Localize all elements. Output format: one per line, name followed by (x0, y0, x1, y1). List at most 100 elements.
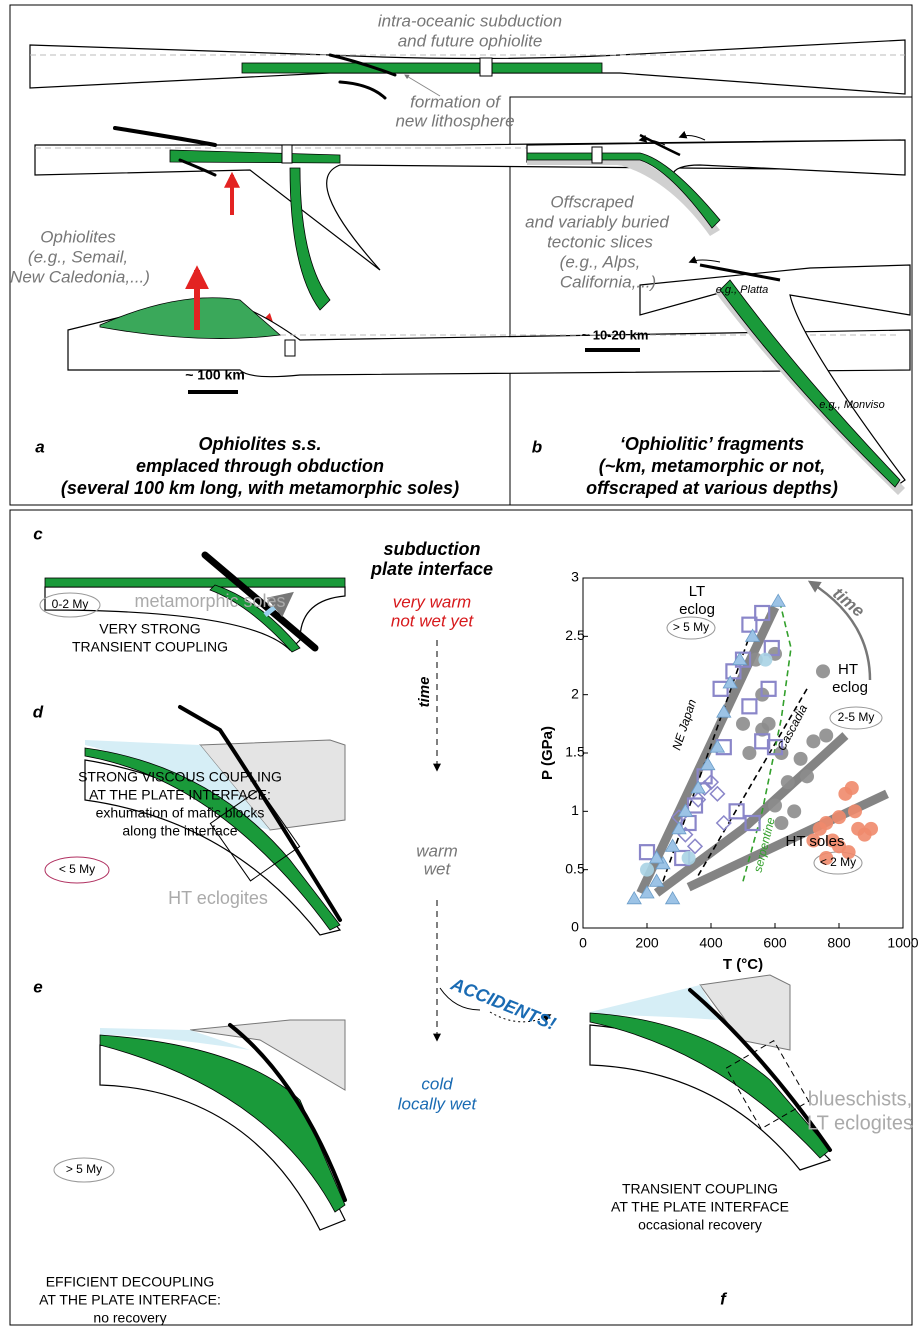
stage: wet (424, 859, 452, 878)
y-tick-label: 2.5 (565, 627, 585, 643)
caption: VERY STRONG (99, 621, 200, 637)
caption: (several 100 km long, with metamorphic s… (61, 478, 459, 498)
point (671, 821, 687, 835)
lower-texts: c 0-2 My metamorphic soles VERY STRONG T… (33, 524, 913, 1325)
point (690, 791, 707, 808)
plot-label: eclog (832, 679, 868, 696)
x-tick-label: 600 (763, 935, 787, 951)
point (728, 803, 745, 820)
point (742, 746, 757, 760)
point (626, 891, 642, 905)
plot-label: LT (689, 583, 705, 600)
panel-letter: a (35, 437, 44, 456)
y-tick-label: 2 (571, 685, 579, 701)
frame-b (509, 96, 913, 506)
point (770, 593, 786, 607)
point (819, 816, 834, 830)
plot-label: HT soles (786, 833, 845, 850)
sketch-b (526, 130, 911, 495)
note: tectonic slices (547, 232, 653, 251)
point (819, 728, 834, 743)
point (722, 675, 738, 689)
age-ellipses (39, 592, 883, 1183)
age: 0-2 My (52, 597, 89, 611)
note: (e.g., Alps, (560, 252, 641, 271)
panel-letter: f (720, 1289, 728, 1308)
x-tick-label: 400 (699, 935, 723, 951)
point (848, 804, 862, 819)
rock-label: metamorphic soles (134, 591, 285, 611)
point (709, 785, 726, 802)
y-tick-label: 3 (571, 569, 579, 585)
x-tick-label: 0 (579, 935, 587, 951)
frame-bottom (9, 509, 913, 1326)
caption: EFFICIENT DECOUPLING (46, 1274, 215, 1290)
note: and future ophiolite (398, 31, 543, 50)
note: and variably buried (525, 212, 669, 231)
note: e.g., Platta (716, 284, 769, 296)
point (806, 833, 821, 848)
point (760, 680, 777, 697)
x-axis-label: T (°C) (723, 956, 763, 973)
x-tick-label: 200 (635, 935, 659, 951)
stage: locally wet (398, 1094, 478, 1113)
time-arrow (807, 580, 872, 681)
point (787, 804, 802, 819)
stage: not wet yet (391, 611, 474, 630)
caption: ‘Ophiolitic’ fragments (620, 434, 804, 454)
y-tick-label: 1 (571, 802, 579, 818)
y-tick-label: 1.5 (565, 744, 585, 760)
point (758, 652, 773, 667)
x-tick-label: 800 (827, 935, 851, 951)
point (841, 845, 856, 860)
panel-b-texts: Offscraped and variably buried tectonic … (525, 192, 885, 497)
caption: Ophiolites s.s. (198, 434, 321, 454)
panel-letter: d (33, 702, 44, 721)
note: intra-oceanic subduction (378, 11, 562, 30)
point (806, 734, 821, 749)
stage: cold (421, 1074, 453, 1093)
point (754, 733, 771, 750)
rock-label: HT eclogites (168, 888, 268, 908)
caption: AT THE PLATE INTERFACE: (39, 1292, 221, 1308)
point (741, 616, 758, 633)
panel-letter: b (532, 437, 542, 456)
curve (662, 636, 751, 882)
note: (e.g., Semail, (28, 247, 128, 266)
sketch-f (439, 974, 832, 1171)
point (686, 838, 704, 855)
point (732, 651, 748, 666)
accidents: ACCIDENTS! (447, 973, 558, 1034)
caption: offscraped at various depths) (586, 478, 838, 498)
plot-label: NE Japan (669, 697, 699, 752)
point (715, 814, 732, 832)
caption: AT THE PLATE INTERFACE: (89, 787, 271, 803)
caption: occasional recovery (638, 1217, 762, 1233)
note: Offscraped (550, 192, 634, 211)
point (677, 803, 694, 817)
age: < 5 My (59, 862, 95, 876)
scale-label: ~ 10-20 km (582, 327, 649, 342)
y-tick-label: 0 (571, 919, 579, 935)
note: e.g., Monviso (819, 399, 884, 411)
point (766, 739, 784, 756)
point (768, 798, 782, 813)
point (639, 885, 655, 899)
point (640, 862, 654, 877)
plot-label: eclog (679, 601, 715, 618)
plot-label: < 2 My (820, 855, 856, 869)
point (681, 851, 696, 865)
caption: AT THE PLATE INTERFACE (611, 1199, 789, 1215)
point (744, 628, 761, 642)
point (755, 722, 770, 737)
caption: TRANSIENT COUPLING (72, 639, 228, 655)
point (716, 704, 732, 718)
y-tick-label: 0.5 (565, 860, 585, 876)
caption: TRANSIENT COUPLING (622, 1181, 778, 1197)
caption: along the interface (122, 823, 237, 839)
point (864, 821, 878, 836)
point (690, 780, 706, 794)
point (763, 639, 780, 657)
plot-label: > 5 My (673, 620, 709, 634)
